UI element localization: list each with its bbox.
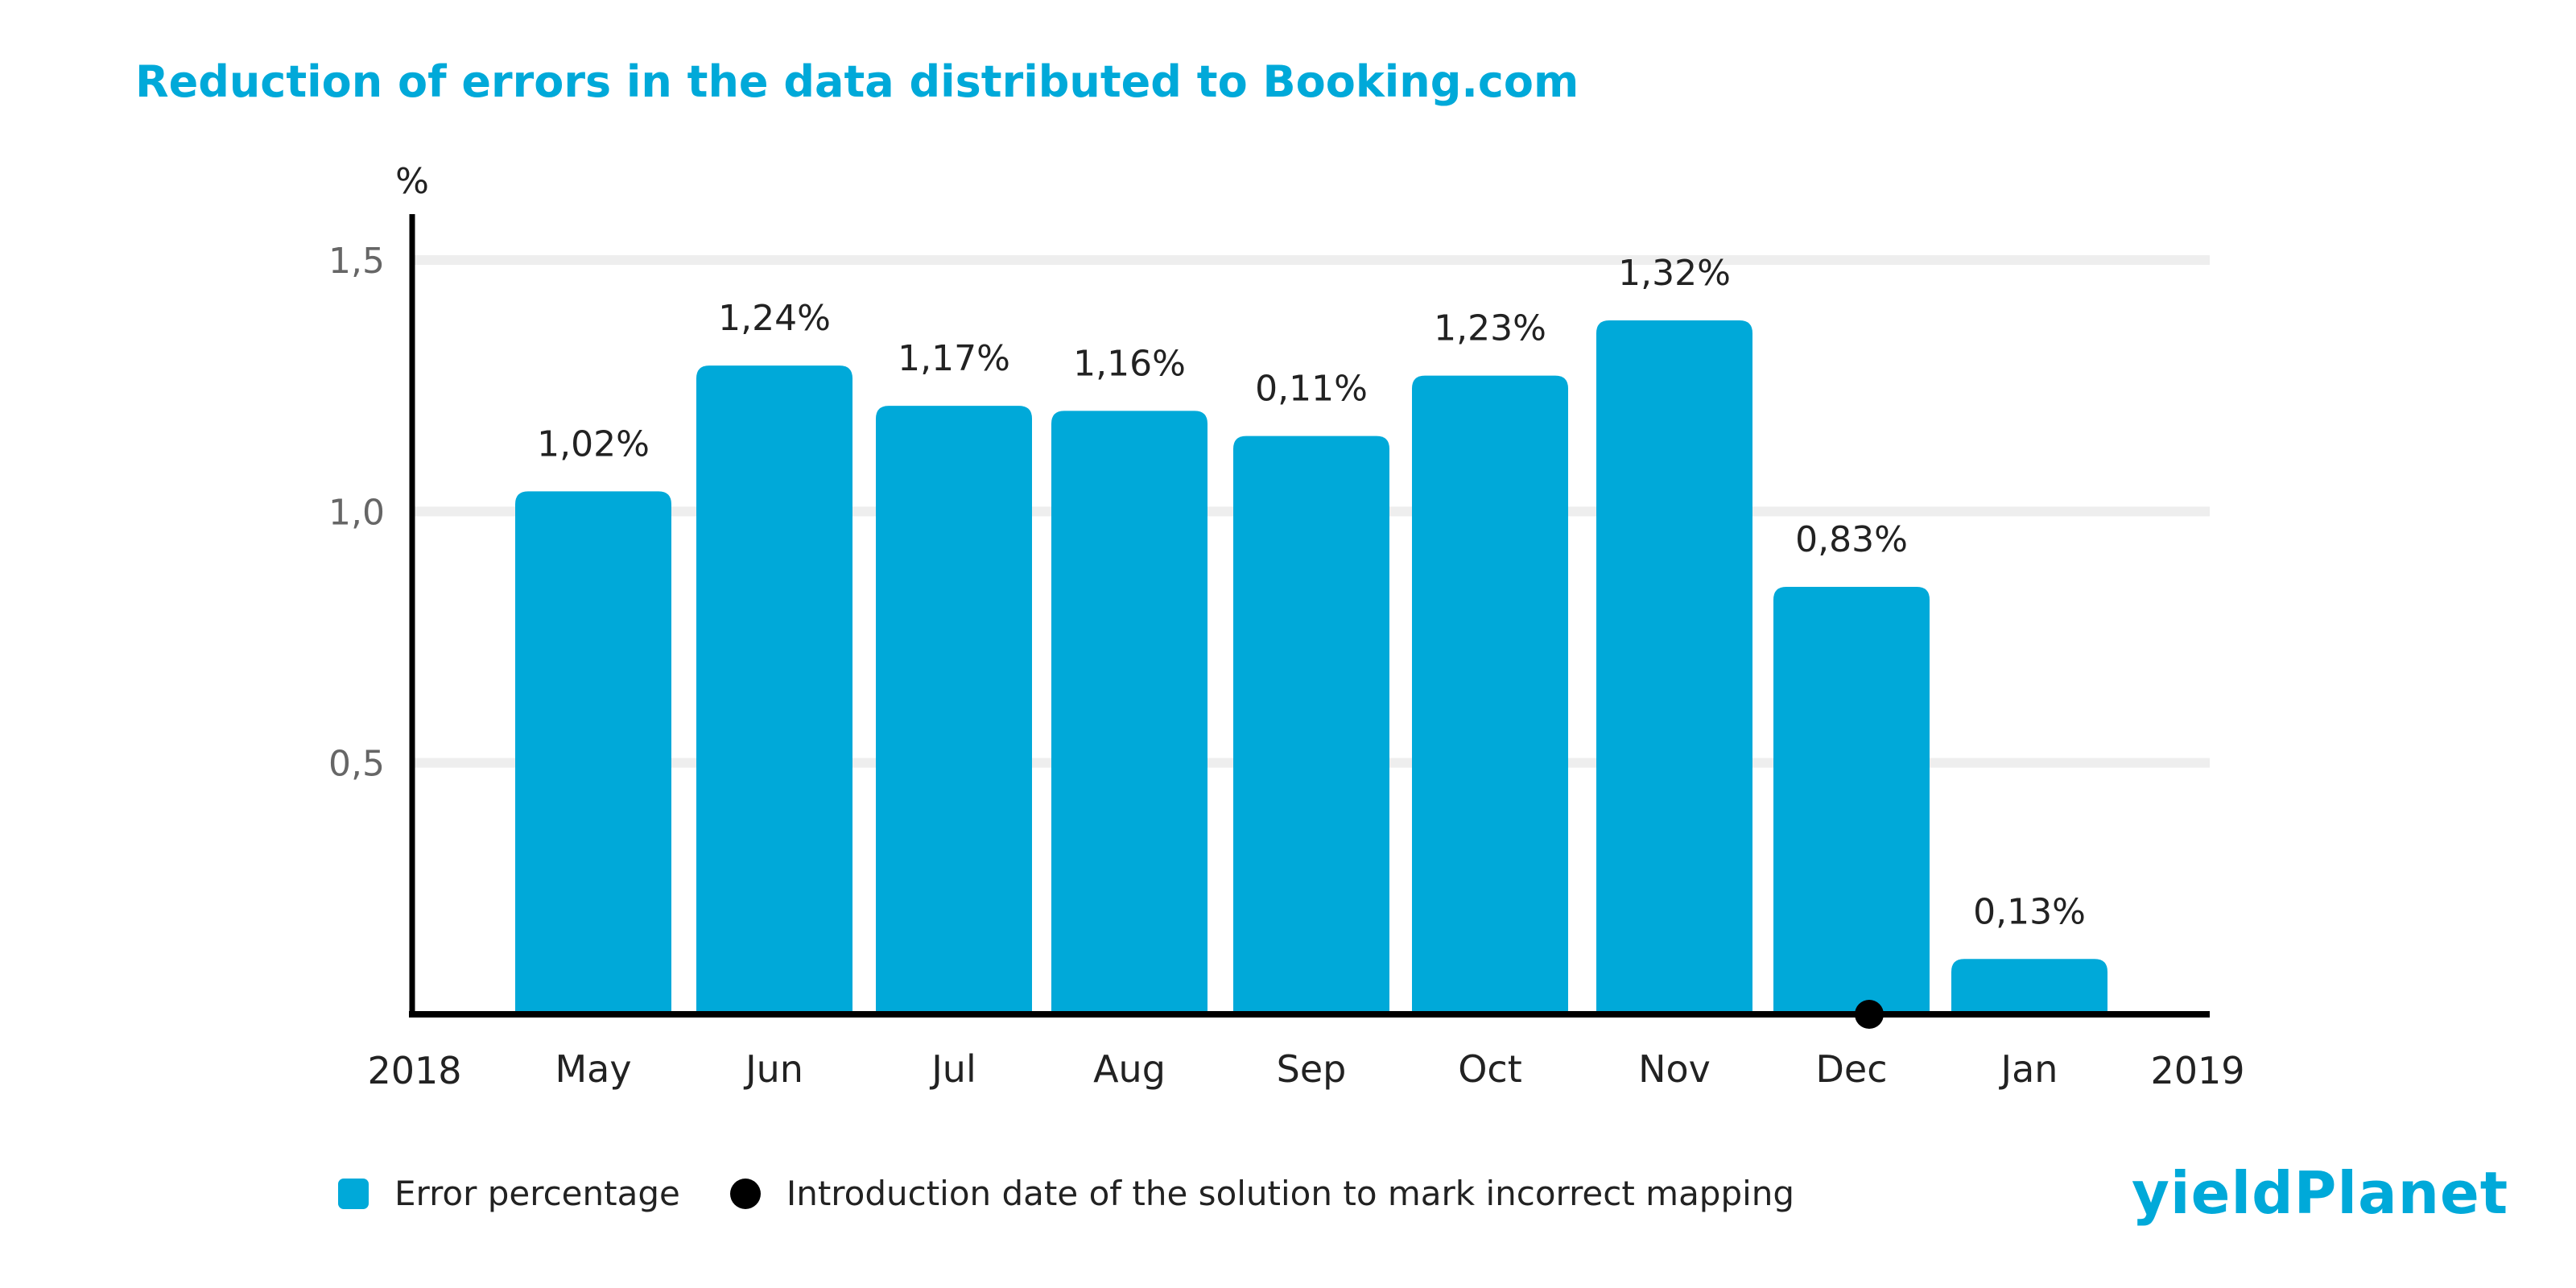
- bar-sep: [1233, 436, 1389, 1014]
- y-tick-label: 0,5: [328, 744, 385, 785]
- legend-marker-introduction: [729, 1178, 761, 1209]
- bar-chart: 0,5 1,0 1,5% 1,02% 1,24% 1,17% 1,16% 0,11% 1,23%…: [328, 161, 2245, 1092]
- data-label: 0,13%: [1973, 891, 2086, 932]
- data-label: 0,11%: [1255, 369, 1368, 410]
- bar-jan: [1951, 959, 2107, 1014]
- bar-dec: [1773, 587, 1930, 1014]
- chart-title: Reduction of errors in the data distribu…: [135, 56, 1579, 107]
- legend-label-error: Error percentage: [394, 1174, 680, 1213]
- x-tick-label: Jun: [743, 1047, 803, 1091]
- y-axis-unit-label: %: [395, 161, 429, 202]
- bar-aug: [1051, 411, 1208, 1014]
- x-start-year-label: 2018: [367, 1049, 461, 1092]
- x-tick-label: Jan: [1999, 1047, 2058, 1091]
- x-tick-label: Aug: [1093, 1047, 1166, 1091]
- data-label: 1,02%: [537, 423, 650, 464]
- data-label: 1,17%: [898, 338, 1010, 379]
- x-tick-label: May: [555, 1047, 631, 1091]
- x-tick-label: Dec: [1815, 1047, 1887, 1091]
- yieldplanet-logo: yieldPlanet: [2132, 1159, 2509, 1227]
- x-tick-label: Oct: [1458, 1047, 1522, 1091]
- bar-jul: [876, 406, 1032, 1014]
- data-label: 1,32%: [1618, 253, 1731, 294]
- data-label: 1,16%: [1073, 343, 1186, 384]
- bar-oct: [1412, 375, 1568, 1014]
- data-label: 1,23%: [1434, 308, 1546, 349]
- legend-label-introduction: Introduction date of the solution to mar…: [786, 1174, 1795, 1213]
- data-label: 0,83%: [1795, 519, 1908, 560]
- legend-swatch-error: [338, 1178, 369, 1209]
- x-tick-label: Jul: [929, 1047, 976, 1091]
- y-tick-label: 1,0: [328, 492, 385, 533]
- legend: Error percentage Introduction date of th…: [338, 1174, 1794, 1213]
- y-tick-label: 1,5: [328, 241, 385, 282]
- x-tick-label: Nov: [1638, 1047, 1711, 1091]
- x-tick-label: Sep: [1277, 1047, 1347, 1091]
- data-label: 1,24%: [718, 298, 831, 339]
- bar-jun: [696, 365, 852, 1014]
- introduction-marker: [1855, 1000, 1884, 1029]
- bar-may: [515, 491, 671, 1014]
- x-end-year-label: 2019: [2150, 1049, 2244, 1092]
- bar-nov: [1596, 320, 1752, 1015]
